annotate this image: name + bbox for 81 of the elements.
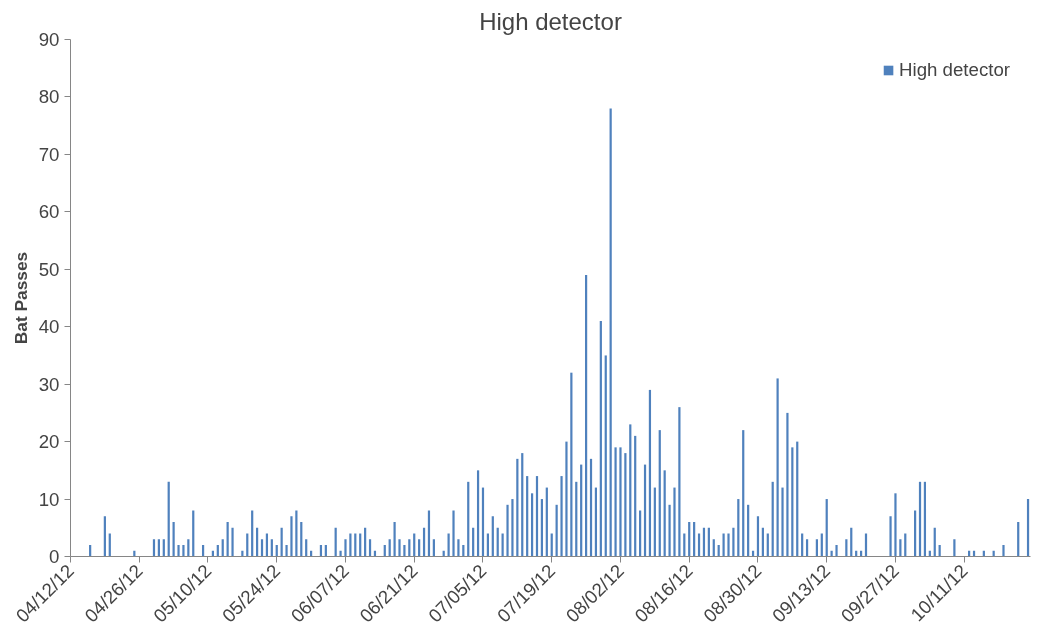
bar: [894, 493, 897, 557]
bar: [457, 539, 460, 557]
bar: [182, 545, 185, 557]
bar: [624, 453, 627, 557]
bar: [648, 389, 652, 557]
bar: [491, 516, 494, 557]
y-tick-label: 0: [49, 546, 60, 567]
bar: [580, 464, 583, 557]
bar: [786, 412, 789, 557]
bar: [339, 550, 342, 557]
bar: [727, 533, 730, 557]
bar: [599, 320, 602, 557]
bar: [349, 533, 352, 557]
bar: [668, 504, 671, 557]
bar: [923, 481, 927, 557]
bar: [673, 487, 676, 557]
bar: [506, 504, 509, 557]
bar: [167, 481, 170, 557]
bar: [1026, 499, 1030, 557]
bar: [540, 499, 544, 557]
bar: [663, 470, 666, 557]
bar: [535, 476, 539, 557]
bar: [604, 355, 607, 557]
bar: [825, 499, 828, 557]
bar: [476, 470, 480, 557]
bar: [835, 545, 838, 557]
y-tick-label: 40: [38, 316, 60, 338]
bar: [177, 545, 180, 557]
bar: [796, 441, 799, 557]
bar: [467, 481, 470, 557]
bar: [516, 458, 519, 557]
bar: [393, 522, 396, 557]
chart-title: High detector: [479, 7, 622, 35]
bar: [791, 447, 794, 557]
bar: [565, 441, 568, 557]
bar: [231, 527, 234, 557]
bar: [575, 481, 578, 557]
bar: [678, 407, 681, 557]
bar: [285, 545, 288, 557]
bar: [570, 372, 573, 557]
bar: [643, 464, 647, 557]
y-tick-label: 30: [38, 373, 60, 395]
y-tick-label: 60: [38, 201, 60, 223]
bar: [526, 476, 529, 557]
bar: [722, 533, 725, 557]
bar: [781, 487, 784, 557]
bar: [511, 499, 514, 557]
bar: [742, 430, 745, 557]
y-tick-label: 10: [38, 488, 60, 510]
bar: [344, 539, 347, 557]
bar: [619, 447, 622, 557]
y-tick-label: 50: [38, 258, 60, 280]
bar: [629, 424, 632, 557]
bar: [589, 458, 593, 557]
bar: [614, 447, 617, 557]
y-tick-label: 20: [38, 431, 60, 453]
bar: [398, 539, 401, 557]
y-axis-title: Bat Passes: [10, 251, 31, 345]
bar: [732, 527, 735, 557]
bar: [634, 435, 637, 557]
bar: [521, 453, 524, 557]
bar: [290, 516, 293, 557]
y-tick-label: 80: [38, 86, 60, 108]
y-tick-label: 70: [38, 143, 60, 165]
legend-label: High detector: [899, 59, 1010, 81]
bar: [737, 499, 740, 557]
bar: [560, 476, 563, 557]
bar: [756, 516, 760, 557]
bar: [776, 378, 779, 557]
bar: [1002, 545, 1005, 557]
bar: [585, 275, 588, 557]
bar: [609, 108, 612, 557]
bar: [103, 516, 106, 557]
bar: [403, 545, 406, 557]
y-tick-label: 90: [38, 29, 60, 50]
bar: [452, 510, 455, 557]
bar: [658, 430, 661, 557]
bar: [530, 493, 534, 557]
bar: [918, 481, 922, 557]
bar: [771, 481, 774, 557]
bar: [889, 516, 892, 557]
